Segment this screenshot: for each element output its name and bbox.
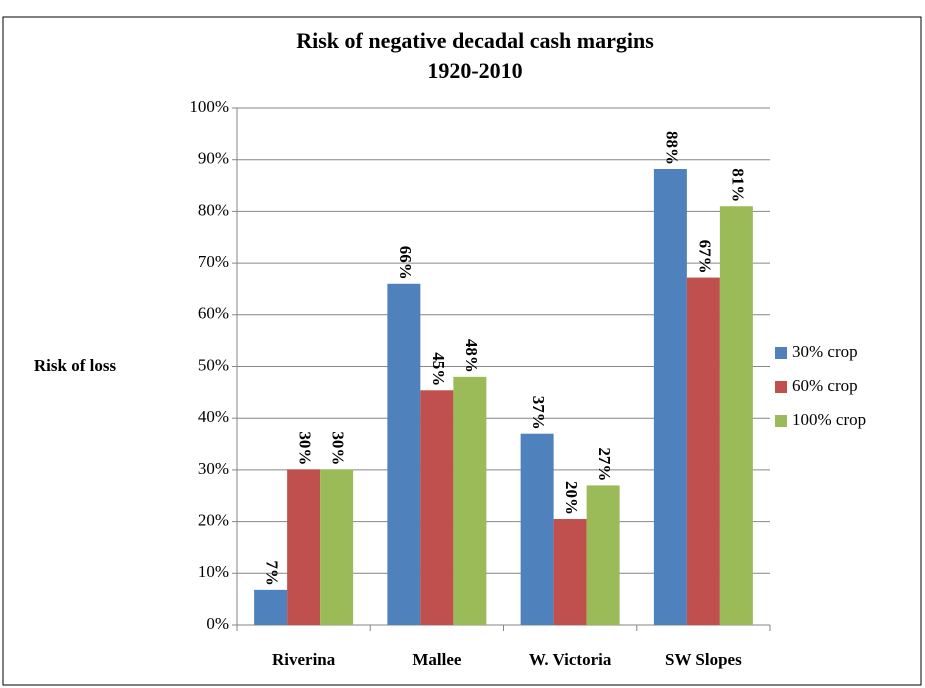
data-label: 45% [429,352,448,386]
data-label: 37% [529,396,548,430]
bar [287,469,321,625]
data-label: 30% [329,431,348,465]
data-label: 81% [728,168,747,202]
data-label: 48% [462,339,481,373]
bar [320,469,354,625]
bar [254,589,288,625]
data-label: 66% [396,246,415,280]
x-tick-label: W. Victoria [529,650,612,669]
x-tick-label: SW Slopes [665,650,742,669]
y-tick-label: 10% [198,562,229,581]
data-label: 20% [562,481,581,515]
bar [553,519,587,625]
y-tick-label: 20% [198,511,229,530]
data-label: 30% [296,431,315,465]
x-tick-label: Riverina [272,650,336,669]
bar [420,390,454,625]
data-label: 27% [595,447,614,481]
legend-swatch [775,381,787,393]
bar [520,433,554,625]
legend-label: 60% crop [792,376,858,395]
data-label: 88% [662,131,681,165]
legend-swatch [775,347,787,359]
y-tick-label: 60% [198,304,229,323]
bar [719,206,753,626]
y-tick-label: 80% [198,200,229,219]
bar [653,169,687,626]
data-label: 67% [695,240,714,274]
x-tick-label: Mallee [412,650,462,669]
y-tick-label: 100% [189,97,229,116]
y-axis-label: Risk of loss [34,356,117,375]
chart-title: Risk of negative decadal cash margins [296,28,654,53]
y-tick-label: 70% [198,252,229,271]
legend-label: 100% crop [792,410,866,429]
bar [387,283,421,625]
y-tick-label: 30% [198,459,229,478]
bar [453,376,487,625]
y-tick-label: 0% [206,614,229,633]
y-tick-label: 50% [198,355,229,374]
legend-swatch [775,415,787,427]
chart-subtitle: 1920-2010 [427,58,522,83]
data-label: 7% [263,560,282,586]
y-tick-label: 40% [198,407,229,426]
bar [686,277,720,625]
legend-label: 30% crop [792,342,858,361]
y-tick-label: 90% [198,149,229,168]
bar [586,485,620,625]
